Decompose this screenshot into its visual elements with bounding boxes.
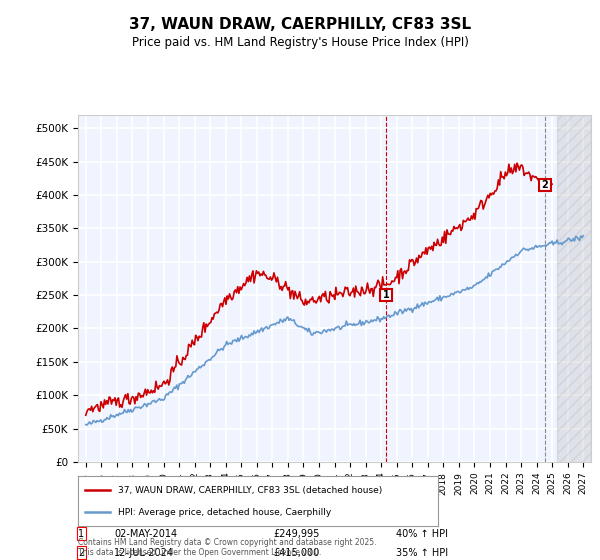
Bar [557,115,591,462]
Text: 40% ↑ HPI: 40% ↑ HPI [396,529,448,539]
Text: 12-JUL-2024: 12-JUL-2024 [114,548,174,558]
Text: HPI: Average price, detached house, Caerphilly: HPI: Average price, detached house, Caer… [118,508,331,517]
Text: 02-MAY-2014: 02-MAY-2014 [114,529,177,539]
Text: 37, WAUN DRAW, CAERPHILLY, CF83 3SL (detached house): 37, WAUN DRAW, CAERPHILLY, CF83 3SL (det… [118,486,382,494]
Text: 1: 1 [78,529,84,539]
Text: 1: 1 [383,290,389,300]
Text: 2: 2 [78,548,84,558]
Text: £415,000: £415,000 [273,548,319,558]
Text: 37, WAUN DRAW, CAERPHILLY, CF83 3SL: 37, WAUN DRAW, CAERPHILLY, CF83 3SL [129,17,471,32]
Text: Contains HM Land Registry data © Crown copyright and database right 2025.
This d: Contains HM Land Registry data © Crown c… [78,538,377,557]
Text: 35% ↑ HPI: 35% ↑ HPI [396,548,448,558]
Text: £249,995: £249,995 [273,529,319,539]
Text: 2: 2 [542,180,548,190]
Text: Price paid vs. HM Land Registry's House Price Index (HPI): Price paid vs. HM Land Registry's House … [131,36,469,49]
